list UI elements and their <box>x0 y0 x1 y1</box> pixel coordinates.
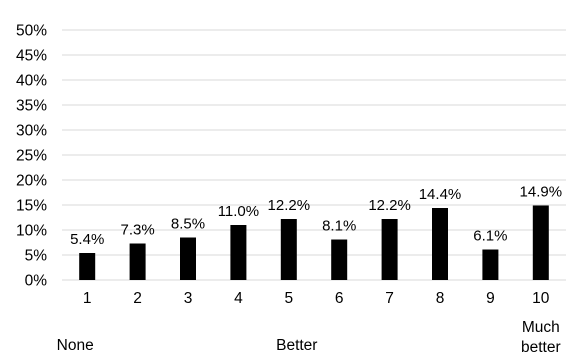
data-label: 11.0% <box>218 203 259 220</box>
data-label: 14.9% <box>520 184 563 201</box>
x-tick-label: 6 <box>335 290 344 307</box>
y-axis-tick-labels: 0% 5% 10% 15% 20% 25% 30% 35% 40% 45% 50% <box>16 23 47 290</box>
x-tick-label: 1 <box>83 290 92 307</box>
data-label: 14.4% <box>419 186 462 203</box>
y-tick-label: 10% <box>16 223 47 240</box>
x-tick-label: 2 <box>133 290 142 307</box>
y-tick-label: 5% <box>25 248 48 265</box>
bar <box>432 208 448 280</box>
bar <box>180 237 196 280</box>
y-tick-label: 45% <box>16 48 47 65</box>
x-tick-label: 9 <box>486 290 495 307</box>
bar <box>381 219 398 280</box>
bar <box>129 243 146 280</box>
bar <box>79 253 96 280</box>
y-tick-label: 0% <box>25 273 48 290</box>
data-label: 8.1% <box>322 218 356 235</box>
gridlines <box>62 29 566 256</box>
x-tick-label: 7 <box>385 290 394 307</box>
bar <box>280 219 297 280</box>
bar <box>230 225 247 280</box>
category-annotation: Better <box>276 337 317 354</box>
category-annotation: None <box>57 337 94 354</box>
bar <box>331 239 348 280</box>
x-tick-label: 10 <box>532 290 550 307</box>
data-label: 7.3% <box>120 222 154 239</box>
x-tick-label: 8 <box>436 290 445 307</box>
y-tick-label: 30% <box>16 123 47 140</box>
x-tick-label: 5 <box>284 290 293 307</box>
category-annotations: None Better Much better <box>57 319 561 356</box>
data-labels: 5.4% 7.3% 8.5% 11.0% 12.2% 8.1% 12.2% 14.4% 6.1%… <box>70 184 562 249</box>
y-tick-label: 50% <box>16 23 47 40</box>
data-label: 12.2% <box>368 197 411 214</box>
x-tick-label: 4 <box>234 290 243 307</box>
data-label: 5.4% <box>70 231 104 248</box>
bar <box>482 249 499 280</box>
y-tick-label: 20% <box>16 173 47 190</box>
bars <box>79 205 549 280</box>
data-label: 12.2% <box>268 197 311 214</box>
y-tick-label: 15% <box>16 198 47 215</box>
y-tick-label: 35% <box>16 98 47 115</box>
data-label: 8.5% <box>171 216 205 233</box>
category-annotation: Much better <box>521 319 561 356</box>
x-tick-label: 3 <box>184 290 193 307</box>
y-tick-label: 25% <box>16 148 47 165</box>
y-tick-label: 40% <box>16 73 47 90</box>
bar <box>532 205 549 280</box>
x-axis-tick-labels: 1 2 3 4 5 6 7 8 9 10 <box>83 290 550 307</box>
data-label: 6.1% <box>473 228 507 245</box>
